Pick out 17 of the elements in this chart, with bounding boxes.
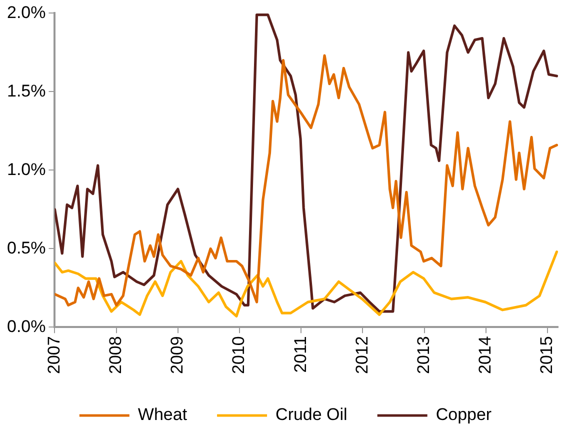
legend-label: Copper: [436, 405, 492, 424]
x-tick-label: 2015: [537, 336, 556, 374]
x-tick-label: 2012: [352, 336, 372, 374]
y-tick-label: 1.0%: [7, 160, 46, 179]
legend-label: Crude Oil: [276, 405, 348, 424]
y-tick-label: 0.0%: [7, 316, 46, 336]
x-tick-label: 2009: [168, 336, 187, 374]
x-tick-label: 2014: [476, 336, 495, 374]
x-tick-label: 2011: [290, 336, 310, 373]
legend-label: Wheat: [138, 405, 188, 424]
x-tick-label: 2007: [44, 336, 64, 374]
y-tick-label: 1.5%: [7, 81, 46, 100]
y-tick-label: 2.0%: [7, 2, 46, 22]
y-tick-label: 0.5%: [7, 238, 46, 258]
x-tick-label: 2010: [229, 336, 248, 374]
x-tick-label: 2013: [414, 336, 434, 374]
x-tick-label: 2008: [106, 336, 126, 374]
